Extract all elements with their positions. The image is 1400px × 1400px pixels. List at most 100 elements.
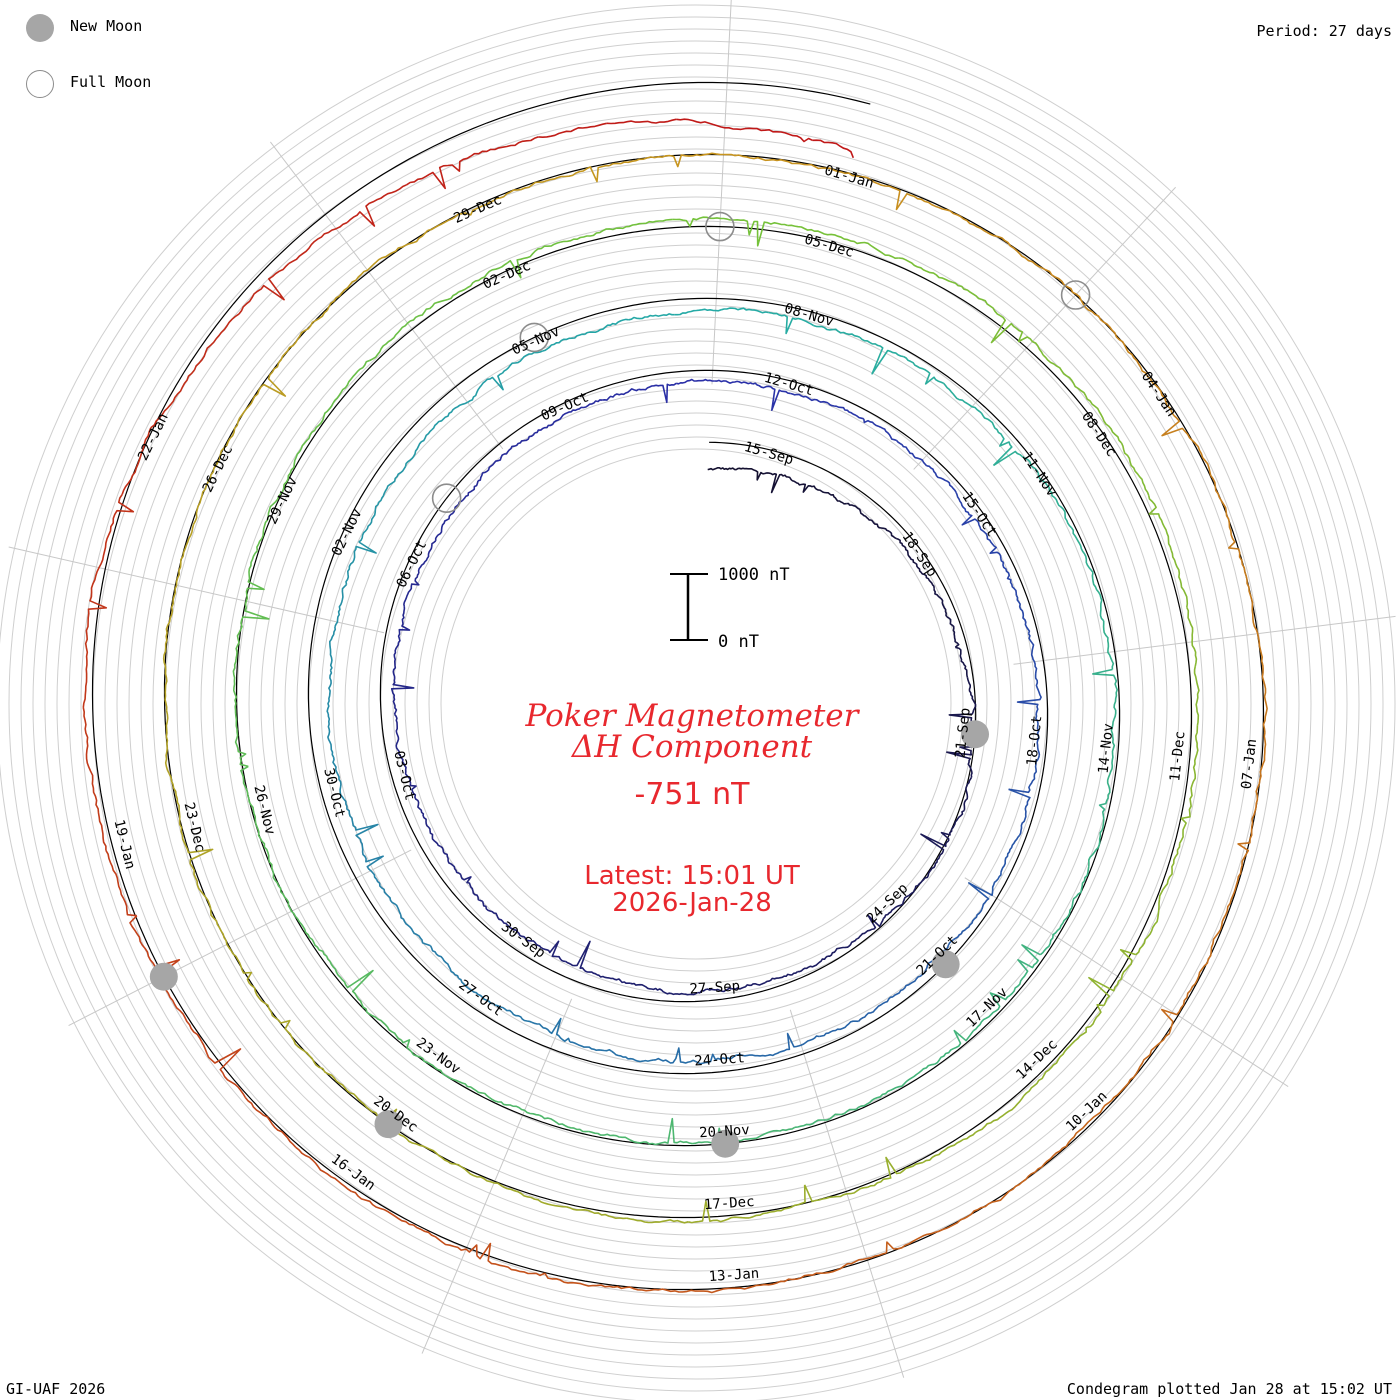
grid-circle bbox=[68, 76, 1324, 1332]
trace-segment bbox=[676, 378, 715, 385]
trace-segment bbox=[343, 798, 379, 840]
new-moon-marker bbox=[374, 1110, 403, 1139]
trace-segment bbox=[1191, 725, 1199, 786]
chart-title: Poker Magnetometer bbox=[525, 698, 861, 734]
trace-segment bbox=[181, 835, 214, 895]
trace-segment bbox=[538, 1114, 589, 1133]
trace-segment bbox=[764, 971, 798, 984]
trace-segment bbox=[846, 502, 872, 521]
grid-circle bbox=[20, 28, 1372, 1380]
trace-segment bbox=[1153, 989, 1192, 1049]
trace-segment bbox=[256, 498, 279, 551]
trace-segment bbox=[1088, 818, 1105, 867]
trace-segment bbox=[326, 264, 374, 311]
trace-segment bbox=[928, 201, 988, 233]
trace-segment bbox=[843, 238, 899, 259]
trace-segment bbox=[1193, 665, 1200, 726]
grid-circle bbox=[284, 292, 1108, 1116]
trace-segment bbox=[867, 177, 929, 211]
trace-segment bbox=[1039, 912, 1071, 956]
trace-segment bbox=[467, 372, 504, 403]
trace-segment bbox=[819, 1020, 859, 1038]
trace-segment bbox=[1147, 495, 1172, 551]
grid-spoke bbox=[269, 141, 504, 450]
trace-segment bbox=[489, 1097, 540, 1116]
grid-spoke bbox=[68, 849, 412, 1026]
trace-segment bbox=[1042, 354, 1087, 397]
trace-segment bbox=[1062, 1099, 1112, 1149]
grid-circle bbox=[44, 52, 1348, 1356]
trace-segment bbox=[486, 179, 547, 206]
full-moon-marker bbox=[1060, 280, 1091, 310]
grid-circle bbox=[332, 340, 1060, 1068]
trace-segment bbox=[544, 1272, 614, 1288]
trace-segment bbox=[720, 307, 769, 314]
date-label: 01-Jan bbox=[822, 162, 875, 191]
trace-segment bbox=[534, 412, 568, 434]
trace-segment bbox=[1008, 754, 1041, 794]
trace-segment bbox=[296, 918, 331, 963]
trace-segment bbox=[752, 1272, 821, 1288]
new-moon-marker bbox=[931, 950, 960, 979]
trace-segment bbox=[1008, 788, 1031, 836]
date-label: 09-Oct bbox=[539, 389, 592, 424]
date-label: 21-Sep bbox=[952, 707, 973, 759]
grid-circle bbox=[428, 436, 964, 972]
trace-segment bbox=[1209, 471, 1232, 535]
grid-circle bbox=[224, 232, 1168, 1176]
trace-segment bbox=[422, 815, 441, 848]
trace-segment bbox=[946, 616, 960, 648]
new-moon-label: New Moon bbox=[70, 17, 143, 35]
trace-segment bbox=[885, 1225, 951, 1253]
trace-segment bbox=[898, 257, 953, 283]
date-label: 29-Dec bbox=[451, 192, 504, 227]
trace-segment bbox=[867, 1156, 924, 1189]
trace-segment bbox=[820, 1252, 887, 1274]
trace-segment bbox=[300, 402, 334, 450]
trace-segment bbox=[441, 1072, 491, 1099]
trace-segment bbox=[440, 845, 462, 876]
trace-segment bbox=[375, 878, 402, 916]
full-moon-icon bbox=[26, 70, 54, 98]
trace-segment bbox=[1091, 311, 1138, 362]
trace-segment bbox=[588, 1130, 641, 1144]
trace-segment bbox=[129, 915, 181, 982]
date-label: 11-Dec bbox=[1167, 730, 1188, 782]
trace-segment bbox=[1170, 549, 1189, 608]
trace-segment bbox=[1068, 866, 1090, 914]
magnetometer-traces bbox=[82, 118, 1268, 1294]
new-moon-icon bbox=[26, 14, 54, 42]
trace-segment bbox=[282, 309, 328, 357]
trace-segment bbox=[82, 707, 94, 780]
trace-segment bbox=[794, 1112, 845, 1129]
trace-segment bbox=[162, 981, 203, 1042]
trace-segment bbox=[827, 938, 858, 957]
trace-segment bbox=[787, 224, 845, 240]
trace-segment bbox=[332, 756, 345, 800]
grid-circle bbox=[440, 448, 952, 960]
trace-segment bbox=[535, 940, 566, 963]
trace-segment bbox=[431, 401, 468, 431]
grid-circle bbox=[176, 184, 1216, 1224]
trace-segment bbox=[506, 924, 537, 945]
trace-segment bbox=[955, 492, 980, 526]
trace-segment bbox=[392, 642, 400, 679]
trace-segment bbox=[351, 1190, 414, 1226]
chart-subtitle: ΔH Component bbox=[571, 729, 813, 765]
scale-bar: 1000 nT 0 nT bbox=[670, 565, 790, 652]
trace-segment bbox=[288, 221, 348, 265]
trace-segment bbox=[1135, 899, 1161, 956]
trace-segment bbox=[396, 1132, 452, 1165]
trace-segment bbox=[1092, 668, 1118, 720]
trace-segment bbox=[803, 163, 868, 179]
grid-circle bbox=[116, 124, 1276, 1284]
trace-segment bbox=[164, 710, 170, 775]
trace-segment bbox=[688, 1200, 750, 1224]
trace-segment bbox=[569, 1041, 613, 1052]
trace-segment bbox=[192, 464, 218, 525]
new-moon-marker bbox=[711, 1129, 740, 1158]
trace-segment bbox=[933, 588, 948, 618]
grid-circle bbox=[140, 148, 1252, 1260]
trace-segment bbox=[986, 231, 1043, 269]
